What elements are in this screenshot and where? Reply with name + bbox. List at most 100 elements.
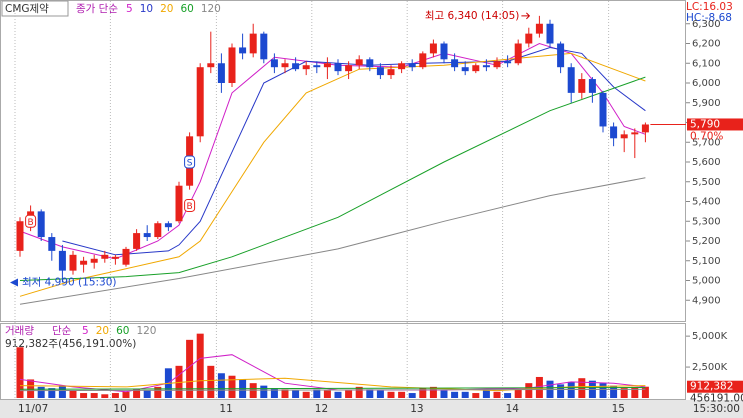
candle-body [143,233,151,238]
high-arrow [521,12,531,20]
candle-body [334,63,342,72]
volume-bar [451,391,459,398]
signal-label: B [187,202,193,212]
price-panel-frame [0,0,686,322]
candle-body [58,250,66,271]
y-tick-label: 4,900 [692,295,721,306]
volume-legend-title: 단순 [52,325,72,337]
candle-body [302,65,310,70]
legend-item: 5 [126,3,133,15]
volume-bar [472,393,480,398]
volume-bar [620,388,628,398]
candle-body [525,33,533,44]
candle-body [175,185,183,222]
candle-body [48,237,56,251]
legend-item: 10 [140,3,153,15]
volume-bar [270,388,278,398]
volume-bar [525,383,533,398]
volume-bar [122,391,130,398]
candle-body [260,33,268,60]
x-axis-strip [0,400,743,418]
volume-bar [217,373,225,398]
candle-body [599,92,607,127]
y-tick-label: 5,400 [692,197,721,208]
candle-body [80,260,88,265]
signal-marker: S [184,155,196,169]
candle-body [631,132,639,135]
volume-bar [440,390,448,398]
volume-bar [429,386,437,398]
time-label: 15:30:00 [693,403,740,415]
candle-body [514,43,522,64]
volume-bar [101,394,109,398]
candle-body [16,221,24,251]
candle-body [164,223,172,228]
candle-body [345,65,353,72]
volume-bar [355,386,363,398]
signal-badge [25,214,37,228]
volume-bar [69,390,77,398]
volume-bar [27,379,35,398]
candle-body [37,211,45,238]
volume-bar [641,386,649,398]
candle-body [641,124,649,133]
volume-info: 912,382주(456,191.00%) [5,338,136,350]
y-tick-label: 5,200 [692,236,721,247]
candle-body [292,63,300,70]
y-tick-label: 6,100 [692,58,721,69]
volume-bar [493,391,501,398]
candle-body [196,67,204,137]
candle-body [217,63,225,83]
candle-body [270,59,278,68]
y-tick-label: 5,000 [692,276,721,287]
volume-bar [48,388,56,398]
volume-bar [58,385,66,398]
candle-body [69,254,77,271]
volume-bar [567,381,575,398]
current-volume-box [687,380,743,393]
candle-body [376,67,384,76]
signal-label: B [28,218,34,228]
candle-body [355,59,363,66]
volume-bar [599,383,607,398]
legend-item: 60 [116,325,129,337]
current-price-box [687,118,743,131]
y-tick-label: 2,500K [692,362,728,373]
candle-body [610,126,618,139]
y-tick-label: 6,000 [692,78,721,89]
ticker-box [1,0,69,17]
x-tick-label: 11 [219,403,232,415]
hc-label: HC:-8.68 [686,12,732,24]
candle-body [440,43,448,60]
legend-item: 60 [180,3,193,15]
candle-body [472,65,480,72]
ticker: CMG제약 [5,3,49,15]
signal-badge [184,155,196,169]
candle-body [281,63,289,68]
candle-body [493,61,501,68]
volume-bar [419,388,427,398]
candle-body [588,79,596,93]
legend-item: 120 [201,3,221,15]
candle-body [429,43,437,54]
x-tick-label: 11/07 [18,403,48,415]
y-tick-label: 5,300 [692,216,721,227]
current-price: 5,790 [690,118,720,130]
volume-bar [186,339,194,398]
legend-item: 120 [136,325,156,337]
volume-bar [514,389,522,398]
volume-bar [175,365,183,398]
volume-average [19,387,646,390]
candle-body [535,23,543,34]
candle-body [408,63,416,68]
candle-body [461,67,469,72]
lc-label: LC:16.03 [686,1,733,13]
y-tick-label: 6,200 [692,39,721,50]
volume-bar [323,390,331,398]
volume-bar [557,384,565,398]
candle-body [419,53,427,68]
volume-bar [313,389,321,398]
legend-item: 20 [96,325,109,337]
volume-bar [408,393,416,398]
